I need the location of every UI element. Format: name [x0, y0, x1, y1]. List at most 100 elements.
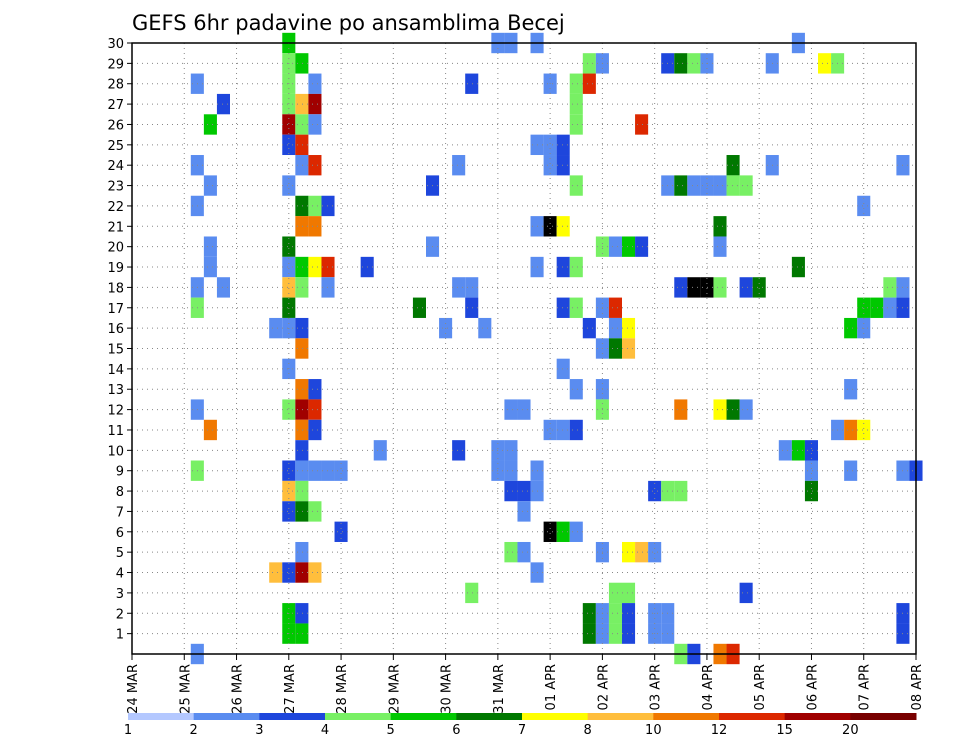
colorbar-swatch: [522, 713, 589, 720]
x-tick-label: 05 APR: [753, 664, 768, 710]
y-tick-label: 7: [116, 505, 124, 520]
heatmap-cell: [608, 236, 622, 257]
heatmap-cell: [373, 440, 387, 461]
heatmap-cell: [308, 399, 322, 420]
heatmap-cell: [282, 277, 296, 298]
heatmap-cell: [622, 236, 636, 257]
heatmap-cell: [517, 501, 531, 522]
heatmap-cell: [739, 399, 753, 420]
heatmap-cell: [608, 317, 622, 339]
heatmap-cell: [726, 399, 740, 420]
x-tick-label: 29 MAR: [387, 664, 402, 714]
heatmap-cell: [504, 399, 518, 420]
colorbar-label: 8: [584, 723, 592, 738]
heatmap-cell: [556, 155, 570, 176]
y-tick-label: 12: [107, 404, 124, 419]
y-tick-label: 11: [107, 424, 124, 439]
heatmap-cell: [295, 277, 309, 298]
y-axis: 1234567891011121314151617181920212223242…: [107, 37, 132, 643]
heatmap-cell: [295, 501, 309, 522]
heatmap-cell: [870, 297, 884, 318]
heatmap-cell: [739, 175, 753, 196]
heatmap-cell: [713, 277, 727, 298]
y-tick-label: 2: [116, 607, 124, 622]
heatmap-cell: [504, 460, 518, 481]
heatmap-cell: [569, 419, 583, 441]
heatmap-cell: [687, 277, 701, 298]
heatmap-cell: [295, 93, 309, 115]
heatmap-cell: [569, 93, 583, 115]
colorbar-label: 20: [842, 723, 859, 738]
y-tick-label: 10: [107, 444, 124, 459]
y-tick-label: 17: [107, 302, 124, 317]
heatmap-cell: [282, 93, 296, 115]
colorbar-label: 12: [711, 723, 728, 738]
heatmap-cell: [857, 419, 871, 441]
y-tick-label: 15: [107, 343, 124, 358]
heatmap-cell: [713, 216, 727, 237]
heatmap-cell: [857, 195, 871, 217]
heatmap-cell: [543, 419, 557, 441]
heatmap-cell: [203, 236, 217, 257]
heatmap-cell: [582, 317, 596, 339]
heatmap-cell: [282, 114, 296, 135]
heatmap-cell: [726, 155, 740, 176]
heatmap-cell: [582, 603, 596, 624]
heatmap-cell: [582, 623, 596, 644]
heatmap-cell: [295, 541, 309, 563]
heatmap-cell: [569, 73, 583, 94]
heatmap-cell: [674, 53, 688, 74]
colorbar-label: 3: [255, 723, 263, 738]
heatmap-cell: [282, 480, 296, 502]
y-tick-label: 20: [107, 241, 124, 256]
heatmap-cell: [700, 277, 714, 298]
heatmap-cell: [648, 541, 662, 563]
heatmap-cell: [556, 297, 570, 318]
heatmap-cell: [295, 256, 309, 278]
colorbar-label: 6: [452, 723, 460, 738]
heatmap-cell: [295, 114, 309, 135]
y-tick-label: 16: [107, 322, 124, 337]
heatmap-cell: [543, 155, 557, 176]
heatmap-cell: [804, 440, 818, 461]
colorbar-swatch: [193, 713, 260, 720]
heatmap-cell: [569, 521, 583, 542]
heatmap-cell: [203, 175, 217, 196]
colorbar-swatch: [456, 713, 523, 720]
heatmap-cell: [726, 175, 740, 196]
heatmap-cell: [465, 582, 479, 604]
heatmap-cell: [334, 460, 348, 481]
heatmap-cell: [608, 338, 622, 359]
heatmap-cell: [674, 399, 688, 420]
heatmap-cell: [635, 114, 649, 135]
heatmap-cell: [543, 521, 557, 542]
heatmap-cell: [556, 419, 570, 441]
heatmap-cell: [308, 216, 322, 237]
heatmap-cell: [295, 603, 309, 624]
x-tick-label: 30 MAR: [440, 664, 455, 714]
heatmap-cell: [308, 114, 322, 135]
y-tick-label: 29: [107, 57, 124, 72]
y-tick-label: 4: [116, 567, 124, 582]
heatmap-cell: [569, 379, 583, 400]
heatmap-cell: [216, 277, 230, 298]
heatmap-cell: [582, 53, 596, 74]
heatmap-cell: [739, 277, 753, 298]
x-tick-label: 31 MAR: [492, 664, 507, 714]
heatmap-cell: [517, 541, 531, 563]
heatmap-cell: [295, 399, 309, 420]
heatmap-cell: [308, 562, 322, 583]
heatmap-cell: [569, 175, 583, 196]
heatmap-cell: [308, 419, 322, 441]
heatmap-cell: [844, 379, 858, 400]
heatmap-cell: [504, 541, 518, 563]
heatmap-cell: [517, 480, 531, 502]
heatmap-cell: [622, 603, 636, 624]
colorbar-label: 10: [645, 723, 662, 738]
colorbar-label: 5: [387, 723, 395, 738]
heatmap-cell: [295, 338, 309, 359]
colorbar: 1 2 3 4 5 6 7 8 10 12 15 20: [124, 713, 917, 738]
heatmap-cell: [308, 460, 322, 481]
y-tick-label: 26: [107, 118, 124, 133]
heatmap-cell: [622, 338, 636, 359]
